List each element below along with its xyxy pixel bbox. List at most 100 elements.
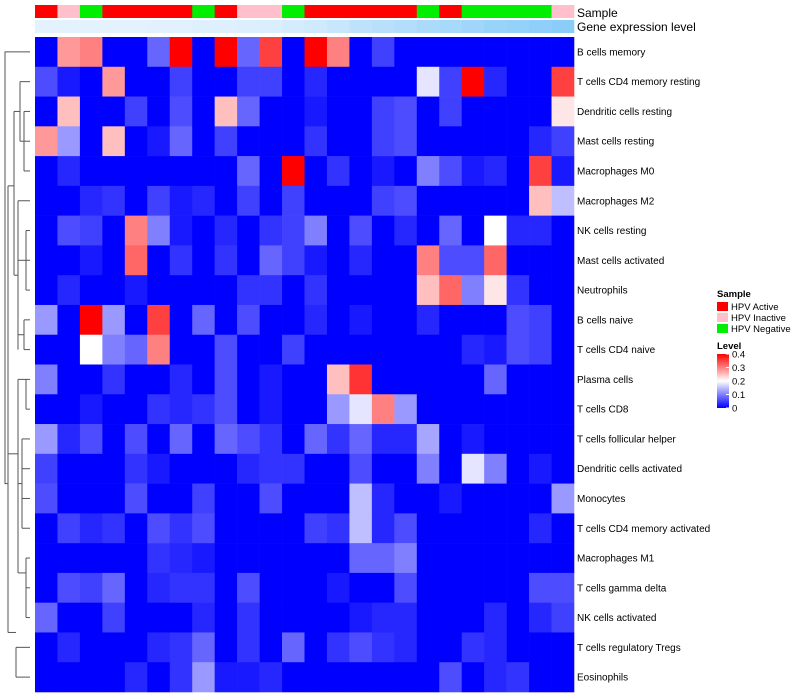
expression-annotation-cell — [394, 20, 418, 33]
heatmap-cell — [506, 96, 530, 127]
heatmap-cell — [214, 513, 238, 544]
sample-annotation-cell — [551, 5, 575, 18]
heatmap-cell — [529, 513, 552, 544]
heatmap-cell — [349, 572, 373, 603]
heatmap-cell — [35, 334, 58, 365]
heatmap-cell — [169, 215, 193, 246]
heatmap-cell — [416, 304, 440, 336]
heatmap-cell — [416, 126, 440, 157]
heatmap-cell — [349, 394, 373, 425]
heatmap-cell — [57, 96, 81, 127]
heatmap-cell — [371, 275, 395, 306]
heatmap-cell — [461, 185, 485, 216]
heatmap-cell — [102, 245, 126, 276]
heatmap-cell — [461, 304, 485, 336]
heatmap-cell — [551, 96, 575, 127]
heatmap-cell — [259, 334, 283, 365]
heatmap-cell — [551, 215, 575, 246]
heatmap-cell — [416, 245, 440, 276]
heatmap-cell — [214, 126, 238, 157]
heatmap-cell — [506, 543, 530, 574]
heatmap-cell — [214, 96, 238, 127]
heatmap-cell — [35, 602, 58, 633]
heatmap-cell — [57, 156, 81, 187]
heatmap-cell — [416, 513, 440, 544]
heatmap-cell — [394, 185, 418, 216]
heatmap-cell — [169, 662, 193, 693]
heatmap-cell — [147, 66, 171, 97]
heatmap-cell — [35, 424, 58, 455]
heatmap-cell — [461, 483, 485, 514]
heatmap-cell — [237, 572, 260, 603]
heatmap-cell — [439, 96, 463, 127]
heatmap-cell — [79, 126, 103, 157]
heatmap-cell — [35, 37, 58, 68]
heatmap-cell — [35, 275, 58, 306]
heatmap-cell — [326, 334, 350, 365]
heatmap-cell — [304, 602, 328, 633]
heatmap-cell — [439, 453, 463, 484]
heatmap-cell — [484, 662, 507, 693]
heatmap-cell — [484, 483, 507, 514]
heatmap-cell — [282, 245, 305, 276]
heatmap-cell — [551, 662, 575, 693]
heatmap-cell — [214, 364, 238, 395]
heatmap-cell — [484, 304, 507, 336]
heatmap-cell — [551, 513, 575, 544]
heatmap-cell — [192, 304, 215, 336]
heatmap-cell — [214, 602, 238, 633]
heatmap-cell — [416, 632, 440, 663]
heatmap-cell — [551, 245, 575, 276]
heatmap-cell — [326, 185, 350, 216]
heatmap-cell — [237, 364, 260, 395]
heatmap-cell — [35, 483, 58, 514]
heatmap-cell — [439, 632, 463, 663]
heatmap-cell — [102, 37, 126, 68]
heatmap-cell — [169, 394, 193, 425]
heatmap-cell — [551, 602, 575, 633]
row-label: Plasma cells — [577, 375, 633, 386]
heatmap-cell — [304, 394, 328, 425]
heatmap-cell — [147, 394, 171, 425]
heatmap-cell — [416, 572, 440, 603]
heatmap-cell — [304, 483, 328, 514]
heatmap-cell — [147, 126, 171, 157]
heatmap-cell — [214, 304, 238, 336]
heatmap-cell — [192, 394, 215, 425]
heatmap-cell — [237, 275, 260, 306]
heatmap-cell — [461, 453, 485, 484]
heatmap-cell — [484, 572, 507, 603]
heatmap-cell — [349, 543, 373, 574]
heatmap-cell — [35, 364, 58, 395]
heatmap-cell — [237, 185, 260, 216]
heatmap-cell — [102, 96, 126, 127]
heatmap-cell — [349, 632, 373, 663]
heatmap-cell — [416, 543, 440, 574]
heatmap-cell — [439, 156, 463, 187]
heatmap-cell — [147, 185, 171, 216]
heatmap-cell — [169, 543, 193, 574]
heatmap-cell — [304, 96, 328, 127]
heatmap-cell — [416, 185, 440, 216]
expression-annotation-cell — [484, 20, 507, 33]
sample-annotation-cell — [282, 5, 305, 18]
heatmap-cell — [124, 37, 148, 68]
row-label: NK cells resting — [577, 226, 646, 237]
heatmap-cell — [484, 424, 507, 455]
heatmap-cell — [371, 334, 395, 365]
heatmap-cell — [394, 215, 418, 246]
heatmap-cell — [304, 275, 328, 306]
heatmap-cell — [484, 602, 507, 633]
heatmap-cell — [506, 572, 530, 603]
heatmap-cell — [169, 275, 193, 306]
heatmap-cell — [484, 215, 507, 246]
row-label: T cells regulatory Tregs — [577, 643, 681, 654]
heatmap-cell — [304, 37, 328, 68]
heatmap-cell — [304, 572, 328, 603]
heatmap-cell — [169, 602, 193, 633]
heatmap-cell — [259, 543, 283, 574]
heatmap-cell — [102, 572, 126, 603]
heatmap-cell — [192, 543, 215, 574]
heatmap-cell — [484, 275, 507, 306]
heatmap-cell — [214, 543, 238, 574]
